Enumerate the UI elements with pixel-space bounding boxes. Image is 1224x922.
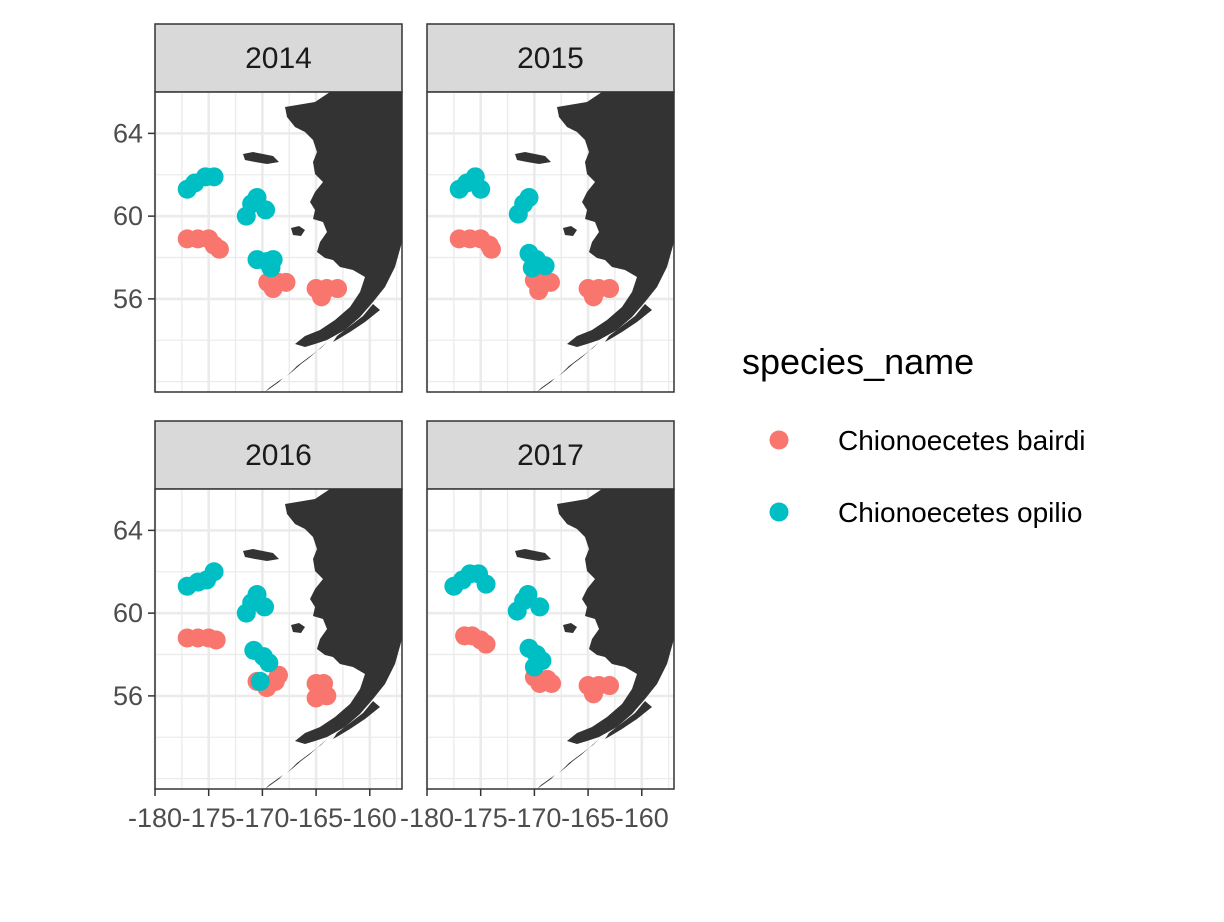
y-tick-label: 56 [113, 284, 143, 314]
facet-strip [426, 23, 675, 93]
x-tick-label: -180 [400, 803, 454, 833]
legend-label: Chionoecetes bairdi [838, 425, 1086, 456]
facet-panel: 2016 56 60 64 -180 -175 -170 -165 -160 [113, 420, 403, 833]
data-point [530, 597, 550, 617]
data-points [449, 167, 620, 307]
data-point [481, 239, 501, 259]
x-tick-label: -170 [235, 803, 289, 833]
y-tick-label: 60 [113, 598, 143, 628]
data-point [206, 630, 226, 650]
x-tick-label: -175 [182, 803, 236, 833]
data-point [209, 239, 229, 259]
data-point [522, 258, 542, 278]
panel-border [426, 91, 675, 393]
data-point [542, 673, 562, 693]
data-point [263, 250, 283, 270]
legend-key [769, 502, 789, 522]
panel-border [426, 488, 675, 790]
data-point [204, 167, 224, 187]
data-point [583, 287, 603, 307]
data-point [471, 179, 491, 199]
x-tick-label: -160 [615, 803, 669, 833]
facet-strip [154, 23, 403, 93]
data-point [328, 279, 348, 299]
facet-strip-label: 2017 [517, 439, 584, 472]
y-tick-label: 64 [113, 118, 143, 148]
facet-panel: 2014 56 60 64 [113, 23, 403, 393]
facet-strip-label: 2016 [245, 439, 312, 472]
legend: species_name Chionoecetes bairdi Chionoece… [742, 341, 1086, 528]
y-tick-label: 60 [113, 201, 143, 231]
data-point [476, 574, 496, 594]
data-point [311, 287, 331, 307]
data-point [600, 676, 620, 696]
data-point [255, 597, 275, 617]
data-point [600, 279, 620, 299]
data-point [529, 281, 549, 301]
data-point [476, 634, 496, 654]
x-tick-label: -175 [454, 803, 508, 833]
data-point [317, 686, 337, 706]
data-points [177, 562, 337, 708]
data-point [250, 671, 270, 691]
facet-panel: 2017 -180 -175 -170 -165 -160 [400, 420, 675, 833]
data-point [583, 684, 603, 704]
legend-title: species_name [742, 341, 974, 382]
x-tick-label: -165 [561, 803, 615, 833]
data-point [519, 188, 539, 208]
legend-label: Chionoecetes opilio [838, 497, 1082, 528]
panel-border [154, 488, 403, 790]
data-point [204, 562, 224, 582]
data-point [518, 585, 538, 605]
facet-strip-label: 2015 [517, 42, 584, 75]
x-tick-label: -160 [343, 803, 397, 833]
y-tick-label: 64 [113, 515, 143, 545]
data-point [259, 653, 279, 673]
facet-strip-label: 2014 [245, 42, 312, 75]
facet-panel: 2015 [425, 23, 675, 393]
data-point [256, 200, 276, 220]
legend-key [769, 430, 789, 450]
panel-border [154, 91, 403, 393]
x-tick-label: -180 [128, 803, 182, 833]
x-tick-label: -170 [507, 803, 561, 833]
data-points [444, 564, 620, 704]
y-tick-label: 56 [113, 681, 143, 711]
data-point [263, 279, 283, 299]
x-tick-label: -165 [289, 803, 343, 833]
data-point [524, 657, 544, 677]
data-points [177, 167, 348, 307]
